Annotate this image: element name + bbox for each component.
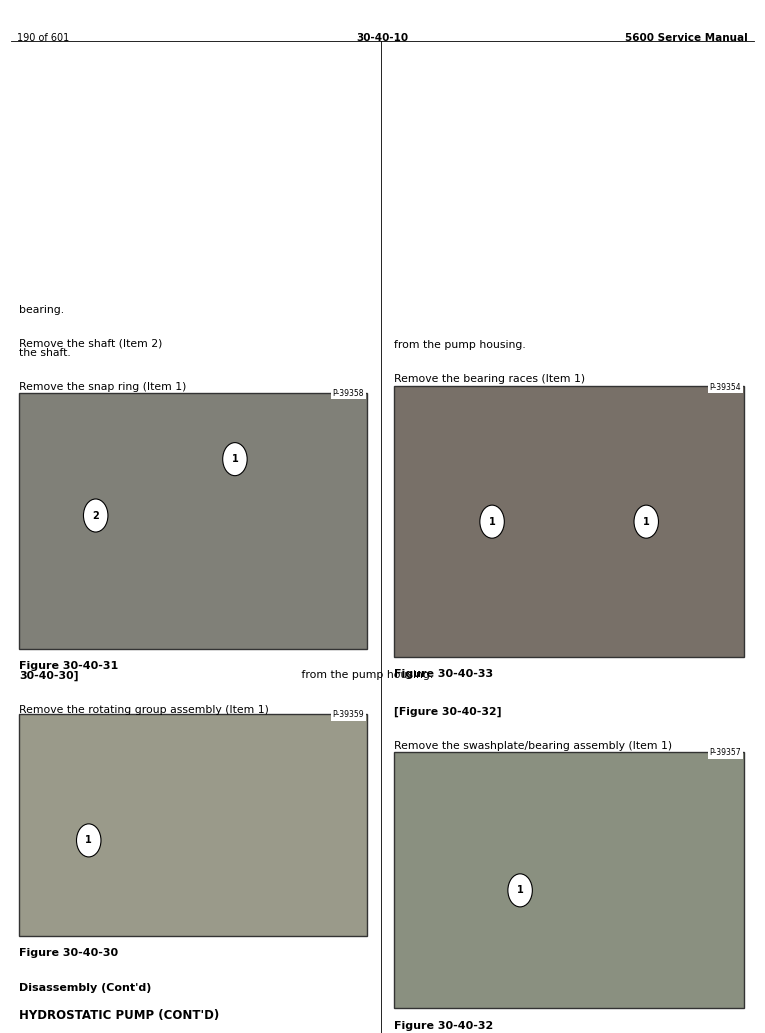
Circle shape xyxy=(76,824,101,857)
Bar xyxy=(19,393,367,649)
Bar xyxy=(394,386,744,657)
Text: P-39358: P-39358 xyxy=(333,388,364,398)
Text: Figure 30-40-30: Figure 30-40-30 xyxy=(19,948,119,959)
Text: Remove the rotating group assembly (Item 1): Remove the rotating group assembly (Item… xyxy=(19,705,272,715)
Circle shape xyxy=(508,874,532,907)
Text: 190 of 601: 190 of 601 xyxy=(17,33,69,43)
Text: 1: 1 xyxy=(516,885,523,896)
Text: 5600 Service Manual: 5600 Service Manual xyxy=(626,33,748,43)
Bar xyxy=(19,714,367,936)
Circle shape xyxy=(634,505,659,538)
Circle shape xyxy=(480,505,504,538)
Text: [Figure 30-40-32]: [Figure 30-40-32] xyxy=(394,707,502,717)
Text: Figure 30-40-32: Figure 30-40-32 xyxy=(394,1021,493,1031)
Text: Figure 30-40-33: Figure 30-40-33 xyxy=(394,669,493,680)
Text: 1: 1 xyxy=(489,516,496,527)
Text: bearing.: bearing. xyxy=(19,305,64,315)
Text: Remove the snap ring (Item 1): Remove the snap ring (Item 1) xyxy=(19,382,190,393)
Circle shape xyxy=(83,499,108,532)
Text: HYDROSTATIC PUMP (CONT'D): HYDROSTATIC PUMP (CONT'D) xyxy=(19,1009,220,1023)
Text: P-39359: P-39359 xyxy=(333,710,364,719)
Text: 2: 2 xyxy=(93,510,99,521)
Text: Remove the swashplate/bearing assembly (Item 1): Remove the swashplate/bearing assembly (… xyxy=(394,741,672,751)
Text: 1: 1 xyxy=(643,516,649,527)
Text: 1: 1 xyxy=(232,455,239,464)
Text: from the pump housing.: from the pump housing. xyxy=(298,670,434,681)
Text: from the pump housing.: from the pump housing. xyxy=(394,340,526,350)
Text: Figure 30-40-31: Figure 30-40-31 xyxy=(19,661,119,671)
Text: P-39354: P-39354 xyxy=(710,382,741,392)
Text: 30-40-30]: 30-40-30] xyxy=(19,670,79,681)
Text: 1: 1 xyxy=(86,836,92,845)
Text: the shaft.: the shaft. xyxy=(19,348,71,358)
Text: P-39357: P-39357 xyxy=(710,748,741,757)
Text: Remove the shaft (Item 2): Remove the shaft (Item 2) xyxy=(19,339,166,349)
Circle shape xyxy=(223,442,247,475)
Bar xyxy=(394,752,744,1008)
Text: Disassembly (Cont'd): Disassembly (Cont'd) xyxy=(19,983,151,994)
Text: 30-40-10: 30-40-10 xyxy=(356,33,409,43)
Text: Remove the bearing races (Item 1): Remove the bearing races (Item 1) xyxy=(394,374,588,384)
